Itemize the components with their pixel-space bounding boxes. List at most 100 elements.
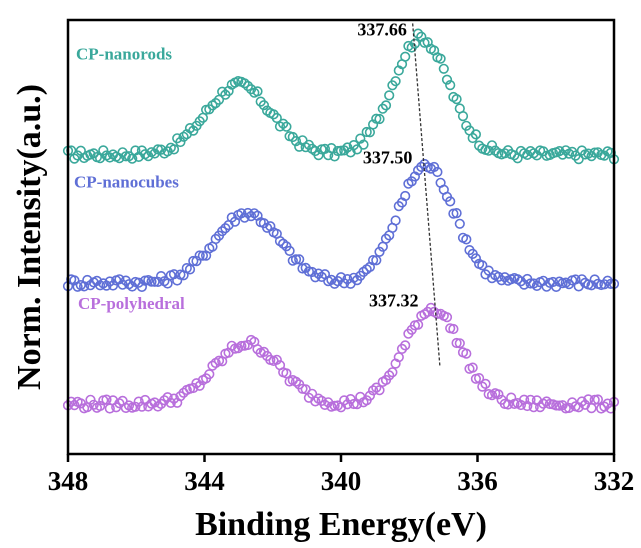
data-point: [88, 399, 99, 410]
data-point: [413, 319, 424, 330]
data-point: [454, 338, 465, 349]
data-point: [313, 268, 324, 279]
data-point: [252, 86, 263, 97]
data-point: [525, 278, 536, 289]
peak-position-label: 337.50: [363, 147, 413, 167]
data-point: [493, 389, 504, 400]
data-point: [368, 255, 379, 266]
data-point: [217, 86, 228, 97]
x-tick-label: 336: [457, 466, 498, 496]
series-name-label: CP-nanocubes: [74, 173, 179, 192]
data-point: [371, 382, 382, 393]
data-point: [441, 74, 453, 85]
data-point: [101, 394, 112, 405]
data-point: [107, 280, 119, 291]
data-point: [461, 234, 472, 245]
data-point: [589, 147, 600, 158]
data-point: [441, 312, 453, 323]
data-point: [483, 145, 494, 156]
data-point: [281, 121, 292, 132]
series-cp-nanocubes: [62, 158, 620, 293]
data-point: [194, 380, 205, 391]
data-point: [409, 38, 421, 49]
data-point: [188, 255, 199, 267]
data-point: [69, 400, 80, 411]
data-point: [470, 253, 482, 264]
data-point: [451, 208, 462, 219]
data-point: [352, 144, 363, 155]
data-point: [374, 113, 385, 125]
series-name-label: CP-polyhedral: [78, 294, 185, 313]
data-point: [156, 271, 167, 282]
data-point: [358, 139, 369, 150]
data-point: [576, 396, 588, 407]
data-point: [242, 80, 253, 92]
data-point: [454, 218, 465, 229]
data-point: [114, 274, 125, 285]
data-point: [515, 276, 527, 287]
x-axis-title: Binding Energy(eV): [195, 506, 487, 543]
data-point: [342, 399, 353, 410]
data-point: [390, 76, 401, 87]
data-point: [217, 226, 228, 237]
data-point: [470, 129, 482, 140]
data-point: [114, 153, 125, 164]
data-point: [583, 394, 594, 405]
data-point: [599, 401, 610, 412]
series-cp-nanorods: [62, 28, 620, 165]
data-point: [271, 354, 282, 365]
data-point: [348, 398, 359, 410]
data-point: [486, 273, 498, 284]
data-point: [374, 385, 385, 396]
data-point: [326, 143, 337, 154]
data-point: [371, 113, 382, 124]
data-point: [358, 266, 369, 278]
data-point: [400, 340, 411, 351]
data-point: [355, 133, 366, 144]
data-point: [499, 148, 510, 159]
data-point: [393, 352, 404, 363]
data-point: [592, 394, 604, 405]
data-point: [191, 256, 202, 267]
data-point: [274, 121, 286, 132]
data-point: [477, 260, 488, 271]
data-point: [258, 100, 270, 111]
data-point: [474, 373, 485, 384]
data-point: [133, 396, 144, 407]
peak-shift-guide: [412, 23, 441, 368]
data-point: [435, 53, 446, 64]
data-point: [361, 126, 372, 138]
data-point: [210, 97, 221, 109]
data-point: [467, 362, 478, 373]
data-point: [387, 367, 398, 378]
data-point: [246, 211, 257, 222]
data-point: [152, 401, 163, 412]
data-point: [544, 398, 555, 410]
data-point: [457, 110, 469, 122]
data-point: [210, 233, 221, 245]
data-point: [278, 238, 289, 249]
data-point: [271, 112, 282, 124]
data-point: [496, 275, 507, 286]
data-point: [329, 151, 340, 162]
data-point: [290, 254, 302, 265]
data-point: [159, 395, 170, 406]
data-point: [438, 63, 449, 74]
series-cp-polyhedral: [62, 302, 620, 414]
data-point: [486, 140, 498, 151]
data-point: [290, 376, 302, 387]
data-point: [339, 145, 350, 156]
data-point: [207, 360, 218, 371]
data-point: [284, 245, 295, 256]
data-point: [551, 400, 562, 411]
data-point: [162, 392, 173, 403]
data-point: [94, 400, 106, 412]
x-axis: 348 344 340 336 332: [48, 454, 634, 496]
data-point: [445, 79, 456, 91]
data-point: [390, 215, 401, 226]
data-point: [98, 145, 109, 156]
data-point: [374, 246, 385, 257]
x-tick-label: 340: [321, 466, 362, 496]
data-point: [197, 250, 208, 261]
data-point: [332, 145, 343, 157]
